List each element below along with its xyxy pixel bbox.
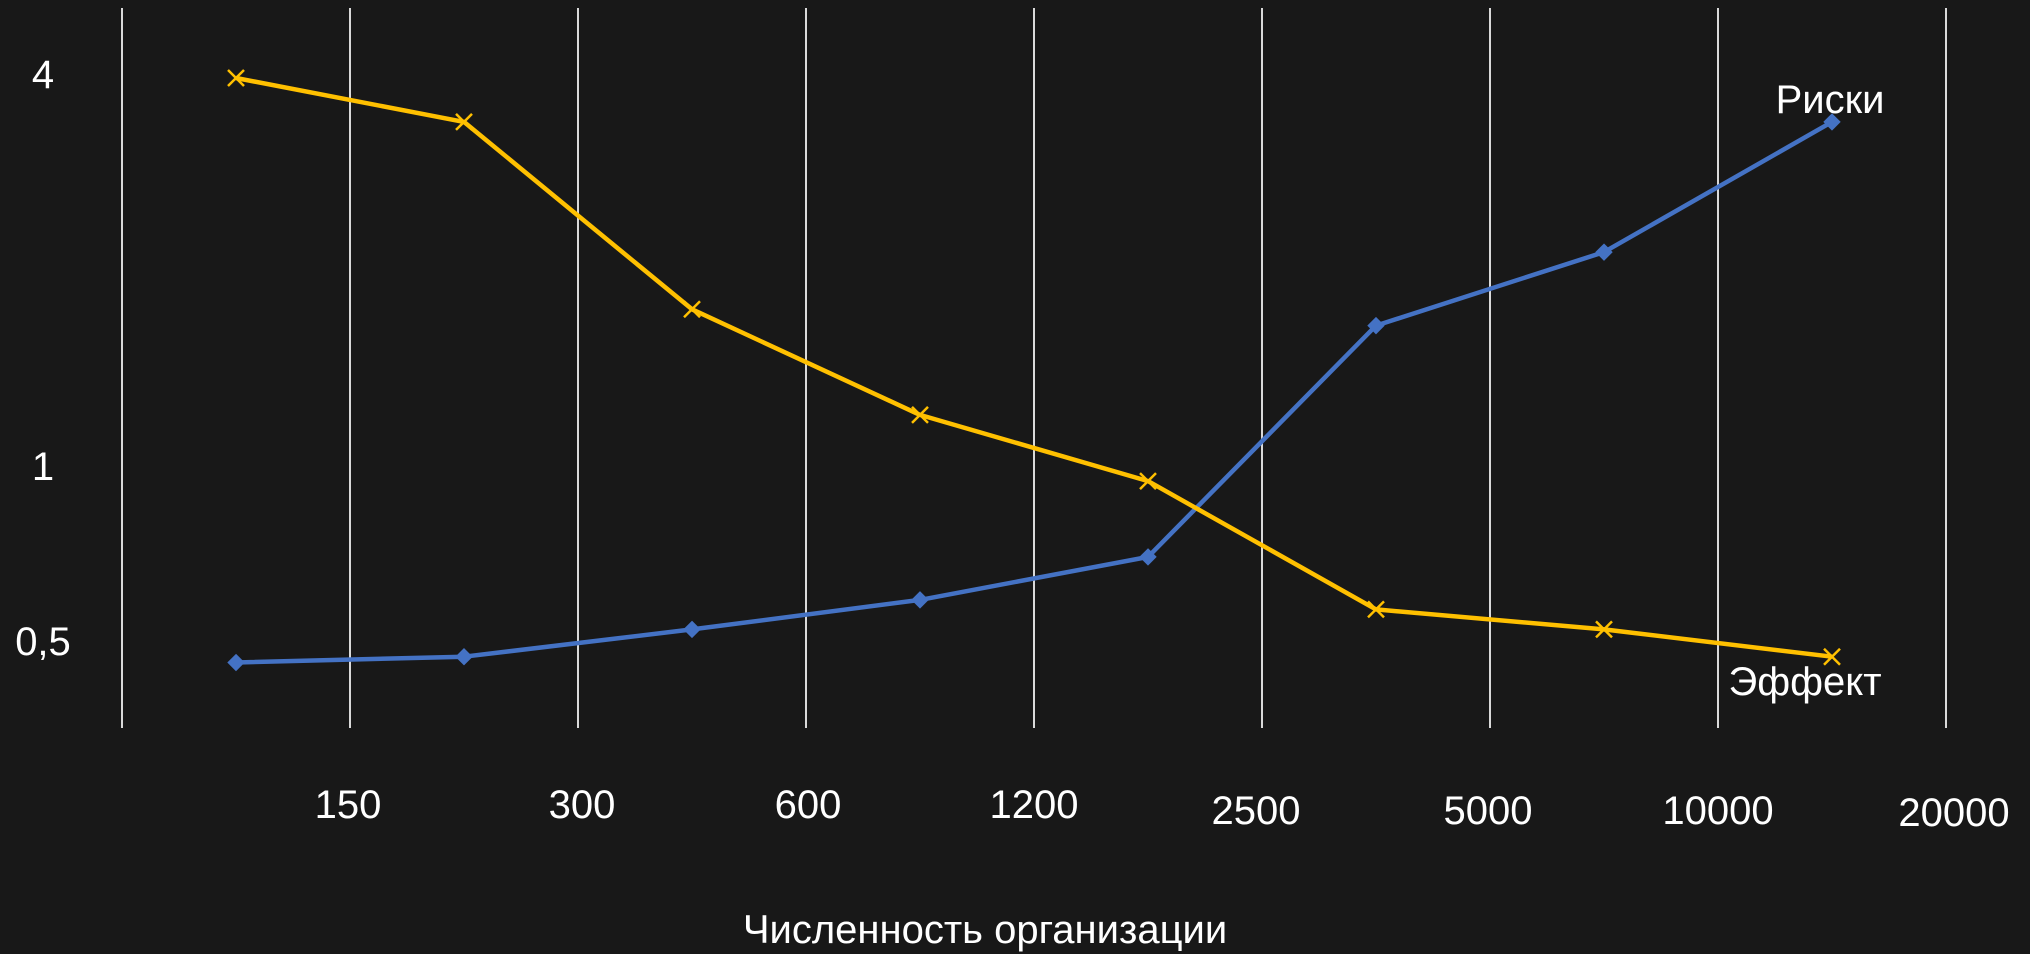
y-tick-label: 0,5 [15, 620, 71, 664]
data-point [911, 591, 929, 609]
data-point [227, 653, 245, 672]
data-point [1367, 316, 1385, 335]
data-point [683, 620, 701, 639]
series-label: Эффект [1728, 660, 1881, 704]
series-group [227, 69, 1841, 672]
data-point [455, 113, 473, 131]
x-tick-label: 5000 [1444, 789, 1533, 833]
x-tick-label: 2500 [1212, 789, 1301, 833]
x-tick-label: 10000 [1662, 789, 1773, 833]
series-risks [227, 113, 1841, 672]
data-point [1823, 113, 1841, 131]
y-axis-ticks: 410,5 [15, 53, 71, 664]
data-point [227, 69, 245, 87]
series-effect [227, 69, 1841, 666]
data-point [1595, 620, 1613, 639]
data-point [1595, 243, 1613, 261]
series-label: Риски [1776, 78, 1885, 122]
series-line [235, 119, 1834, 665]
data-point [1367, 600, 1385, 619]
data-point [455, 648, 473, 666]
x-axis-title: Численность организации [743, 908, 1227, 952]
data-point [1139, 548, 1157, 566]
grid [121, 8, 1947, 728]
y-tick-label: 4 [32, 53, 54, 97]
series-line [235, 75, 1833, 659]
data-point [1139, 472, 1157, 491]
x-tick-label: 150 [315, 783, 382, 827]
data-point [683, 300, 701, 319]
x-tick-label: 600 [775, 783, 842, 827]
y-tick-label: 1 [32, 445, 54, 489]
x-tick-label: 300 [549, 783, 616, 827]
series-labels: Риски Эффект [1728, 78, 1884, 704]
data-point [1823, 647, 1841, 666]
x-tick-label: 1200 [990, 783, 1079, 827]
x-axis-ticks: 150 300 600 1200 2500 5000 10000 20000 [315, 783, 2010, 835]
x-tick-label: 20000 [1898, 791, 2009, 835]
data-point [911, 406, 929, 424]
